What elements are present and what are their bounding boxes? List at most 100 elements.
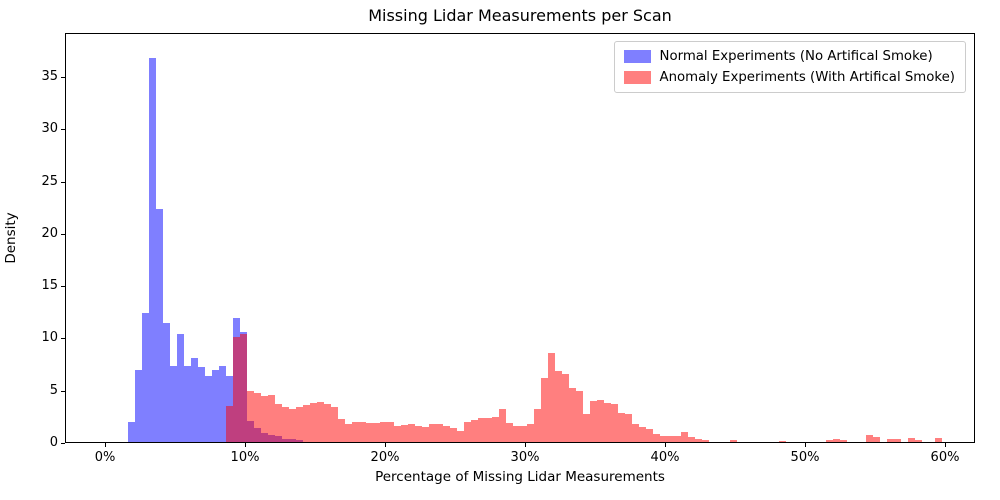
x-tick-label: 60%	[930, 450, 960, 465]
histogram-bar	[527, 424, 535, 442]
histogram-bar	[450, 427, 458, 442]
x-tick-mark	[665, 443, 666, 447]
histogram-bar	[660, 436, 668, 442]
histogram-bar	[443, 426, 451, 442]
histogram-bar	[908, 438, 916, 442]
histogram-bar	[149, 58, 157, 442]
histogram-bar	[408, 424, 416, 442]
histogram-bar	[317, 401, 325, 442]
legend-entry: Normal Experiments (No Artifical Smoke)	[623, 49, 956, 64]
y-tick-label: 10	[41, 330, 58, 346]
histogram-bar	[170, 365, 178, 442]
histogram-bar	[331, 407, 339, 442]
histogram-bar	[177, 334, 185, 442]
y-tick-mark	[61, 76, 65, 78]
histogram-bar	[667, 436, 675, 442]
x-tick-label: 10%	[230, 450, 260, 465]
histogram-bar	[226, 406, 234, 442]
histogram-bar	[464, 421, 472, 442]
histogram-bar	[135, 369, 143, 442]
histogram-bar	[873, 437, 881, 442]
histogram-bar	[555, 371, 563, 442]
histogram-bar	[373, 422, 381, 442]
histogram-bar	[233, 337, 241, 442]
histogram-bar	[401, 424, 409, 442]
histogram-bar	[730, 439, 738, 442]
histogram-bar	[894, 439, 902, 442]
histogram-series-anomaly	[66, 34, 974, 442]
plot-area: Normal Experiments (No Artifical Smoke) A…	[65, 33, 975, 443]
histogram-bar	[359, 421, 367, 442]
y-tick-label: 30	[41, 121, 58, 137]
x-tick-label: 0%	[94, 450, 116, 465]
histogram-bar	[520, 425, 528, 442]
histogram-bar	[492, 417, 500, 442]
histogram-bar	[839, 439, 847, 442]
histogram-bar	[205, 376, 213, 442]
histogram-bar	[415, 426, 423, 442]
histogram-bar	[387, 422, 395, 442]
histogram-bar	[422, 426, 430, 442]
histogram-bar	[219, 365, 227, 442]
legend-swatch	[623, 71, 651, 84]
histogram-bar	[541, 378, 549, 442]
histogram-bar	[702, 439, 710, 442]
histogram-bar	[247, 391, 255, 442]
histogram-bar	[310, 403, 318, 442]
histogram-bar	[499, 409, 507, 442]
histogram-bar	[352, 422, 360, 442]
histogram-bar	[513, 425, 521, 442]
x-tick-mark	[245, 443, 246, 447]
y-tick-label: 0	[49, 435, 58, 450]
histogram-bar	[324, 404, 332, 442]
legend-swatch	[623, 50, 651, 63]
x-tick-label: 30%	[510, 450, 540, 465]
histogram-bar	[338, 419, 346, 442]
histogram-bar	[653, 433, 661, 442]
histogram-bar	[611, 404, 619, 442]
y-axis-label: Density	[3, 212, 19, 264]
histogram-bar	[625, 413, 633, 442]
x-tick-label: 40%	[650, 450, 680, 465]
histogram-bar	[562, 374, 570, 442]
histogram-bar	[478, 418, 486, 442]
y-tick-mark	[61, 338, 65, 340]
histogram-bar	[681, 432, 689, 442]
legend-entry: Anomaly Experiments (With Artifical Smok…	[623, 70, 956, 85]
y-tick-mark	[61, 443, 65, 444]
y-tick-label: 35	[41, 68, 58, 84]
histogram-bar	[261, 395, 269, 442]
histogram-bar	[163, 322, 171, 442]
x-axis-label: Percentage of Missing Lidar Measurements	[375, 469, 665, 485]
histogram-bar	[254, 392, 262, 442]
histogram-bar	[289, 409, 297, 442]
histogram-bar	[674, 435, 682, 442]
histogram-bar	[639, 427, 647, 442]
histogram-bar	[887, 439, 895, 442]
legend: Normal Experiments (No Artifical Smoke) A…	[613, 41, 966, 93]
histogram-bar	[345, 424, 353, 442]
y-tick-label: 15	[41, 278, 58, 294]
legend-label: Anomaly Experiments (With Artifical Smok…	[659, 70, 956, 85]
histogram-bar	[618, 412, 626, 442]
histogram-bar	[597, 400, 605, 442]
histogram-bar	[268, 394, 276, 442]
histogram-bar	[394, 425, 402, 442]
histogram-bar	[866, 434, 874, 442]
legend-label: Normal Experiments (No Artifical Smoke)	[659, 49, 933, 64]
x-tick-mark	[105, 443, 106, 447]
histogram-bar	[934, 438, 942, 442]
histogram-bar	[191, 358, 199, 442]
y-tick-mark	[61, 390, 65, 392]
histogram-bar	[506, 423, 514, 442]
histogram-bar	[779, 440, 787, 442]
histogram-bar	[457, 430, 465, 442]
x-tick-mark	[385, 443, 386, 447]
histogram-bar	[429, 424, 437, 442]
histogram-bar	[485, 418, 493, 442]
histogram-bar	[604, 403, 612, 442]
histogram-bar	[282, 407, 290, 442]
chart-title: Missing Lidar Measurements per Scan	[368, 6, 672, 25]
histogram-bar	[128, 422, 136, 442]
histogram-bar	[548, 353, 556, 442]
